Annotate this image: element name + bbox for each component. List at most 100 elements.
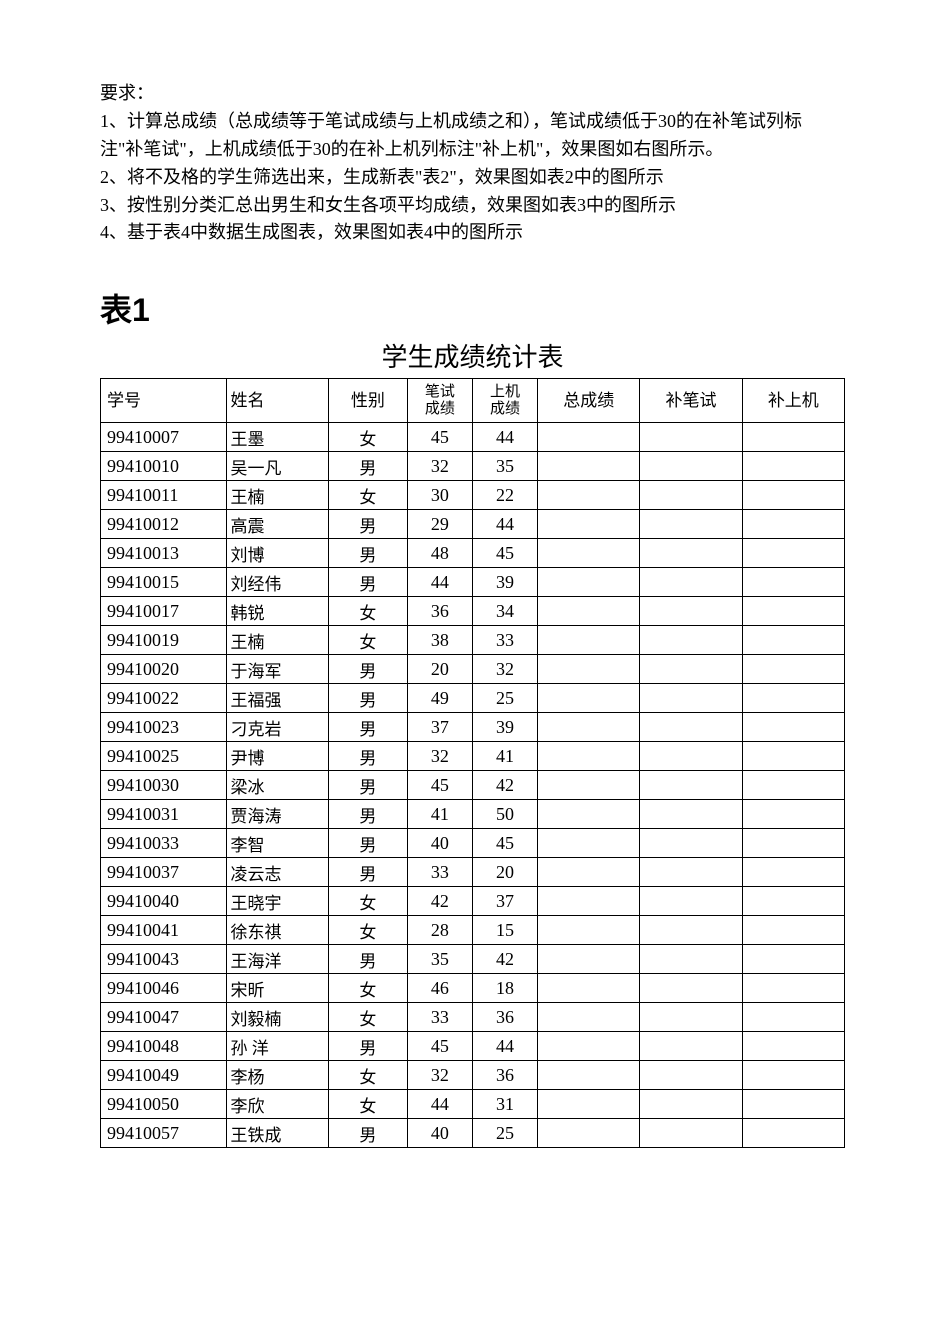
table-cell bbox=[640, 1061, 742, 1090]
table-cell bbox=[742, 510, 844, 539]
table-cell bbox=[742, 1003, 844, 1032]
col-header-retake-written: 补笔试 bbox=[640, 379, 742, 423]
table-cell: 45 bbox=[407, 1032, 472, 1061]
requirement-line: 2、将不及格的学生筛选出来，生成新表"表2"，效果图如表2中的图所示 bbox=[100, 164, 845, 192]
table-cell: 30 bbox=[407, 481, 472, 510]
table-cell bbox=[640, 945, 742, 974]
table-cell: 梁冰 bbox=[226, 771, 328, 800]
table-cell bbox=[640, 713, 742, 742]
table-cell bbox=[640, 481, 742, 510]
table-cell: 39 bbox=[472, 568, 537, 597]
table-cell: 42 bbox=[472, 771, 537, 800]
table-row: 99410017韩锐女3634 bbox=[101, 597, 845, 626]
table-cell: 99410010 bbox=[101, 452, 227, 481]
table-cell: 男 bbox=[328, 771, 407, 800]
table-cell: 女 bbox=[328, 597, 407, 626]
table-cell bbox=[538, 510, 640, 539]
table-cell: 贾海涛 bbox=[226, 800, 328, 829]
requirement-line: 4、基于表4中数据生成图表，效果图如表4中的图所示 bbox=[100, 219, 845, 247]
table-cell: 45 bbox=[407, 423, 472, 452]
table-row: 99410013刘博男4845 bbox=[101, 539, 845, 568]
table-cell: 35 bbox=[407, 945, 472, 974]
col-header-gender: 性别 bbox=[328, 379, 407, 423]
table-cell bbox=[742, 974, 844, 1003]
table-row: 99410043王海洋男3542 bbox=[101, 945, 845, 974]
table-cell: 男 bbox=[328, 742, 407, 771]
table-cell: 男 bbox=[328, 945, 407, 974]
table-cell: 32 bbox=[407, 1061, 472, 1090]
table-cell bbox=[742, 858, 844, 887]
table-cell bbox=[742, 771, 844, 800]
table-cell: 99410049 bbox=[101, 1061, 227, 1090]
table-cell bbox=[538, 974, 640, 1003]
table-cell: 男 bbox=[328, 713, 407, 742]
table-cell: 刁克岩 bbox=[226, 713, 328, 742]
table-cell: 40 bbox=[407, 829, 472, 858]
table-cell bbox=[742, 713, 844, 742]
table-cell: 41 bbox=[407, 800, 472, 829]
table-cell: 42 bbox=[472, 945, 537, 974]
table-cell bbox=[742, 1032, 844, 1061]
student-score-table: 学号 姓名 性别 笔试 成绩 上机 成绩 总成绩 补笔试 补上机 9941000… bbox=[100, 378, 845, 1148]
table-cell: 32 bbox=[472, 655, 537, 684]
table-cell: 33 bbox=[407, 1003, 472, 1032]
table-row: 99410030梁冰男4542 bbox=[101, 771, 845, 800]
table-cell: 45 bbox=[472, 829, 537, 858]
table-cell: 99410022 bbox=[101, 684, 227, 713]
table-cell bbox=[742, 452, 844, 481]
table-cell bbox=[640, 452, 742, 481]
table-cell: 44 bbox=[472, 1032, 537, 1061]
table-cell: 37 bbox=[472, 887, 537, 916]
table-row: 99410019王楠女3833 bbox=[101, 626, 845, 655]
table-cell: 33 bbox=[407, 858, 472, 887]
table-row: 99410011王楠女3022 bbox=[101, 481, 845, 510]
table-cell: 32 bbox=[407, 742, 472, 771]
table-cell: 48 bbox=[407, 539, 472, 568]
table-cell bbox=[742, 829, 844, 858]
table-cell: 女 bbox=[328, 1003, 407, 1032]
table-cell bbox=[538, 568, 640, 597]
table-row: 99410025尹博男3241 bbox=[101, 742, 845, 771]
table-cell: 男 bbox=[328, 568, 407, 597]
table-cell bbox=[742, 684, 844, 713]
table-cell: 宋昕 bbox=[226, 974, 328, 1003]
table-cell: 王楠 bbox=[226, 626, 328, 655]
table-cell bbox=[640, 1032, 742, 1061]
table-cell: 王海洋 bbox=[226, 945, 328, 974]
table-cell: 37 bbox=[407, 713, 472, 742]
table-row: 99410046宋昕女4618 bbox=[101, 974, 845, 1003]
table-row: 99410057王铁成男4025 bbox=[101, 1119, 845, 1148]
col-header-total: 总成绩 bbox=[538, 379, 640, 423]
table-cell: 44 bbox=[407, 1090, 472, 1119]
table-cell bbox=[742, 916, 844, 945]
table-row: 99410012高震男2944 bbox=[101, 510, 845, 539]
table-cell bbox=[538, 1032, 640, 1061]
table-header-row: 学号 姓名 性别 笔试 成绩 上机 成绩 总成绩 补笔试 补上机 bbox=[101, 379, 845, 423]
table-cell: 王楠 bbox=[226, 481, 328, 510]
table-cell: 45 bbox=[407, 771, 472, 800]
table-cell bbox=[538, 887, 640, 916]
table-cell: 刘经伟 bbox=[226, 568, 328, 597]
table-cell: 45 bbox=[472, 539, 537, 568]
table-cell bbox=[538, 858, 640, 887]
table-cell: 女 bbox=[328, 481, 407, 510]
table-cell bbox=[538, 423, 640, 452]
table-cell: 29 bbox=[407, 510, 472, 539]
table-cell bbox=[640, 1090, 742, 1119]
table-cell bbox=[538, 829, 640, 858]
col-header-id: 学号 bbox=[101, 379, 227, 423]
table-cell: 25 bbox=[472, 1119, 537, 1148]
table-cell: 男 bbox=[328, 539, 407, 568]
table-row: 99410020于海军男2032 bbox=[101, 655, 845, 684]
table-cell: 31 bbox=[472, 1090, 537, 1119]
table-cell bbox=[640, 423, 742, 452]
table-cell bbox=[538, 452, 640, 481]
requirements-heading: 要求： bbox=[100, 80, 845, 108]
table-cell bbox=[538, 1119, 640, 1148]
table-cell: 刘博 bbox=[226, 539, 328, 568]
table-cell: 女 bbox=[328, 1090, 407, 1119]
table-cell: 36 bbox=[472, 1003, 537, 1032]
table-cell bbox=[742, 655, 844, 684]
table1-title: 学生成绩统计表 bbox=[100, 337, 845, 374]
table-cell bbox=[742, 1090, 844, 1119]
